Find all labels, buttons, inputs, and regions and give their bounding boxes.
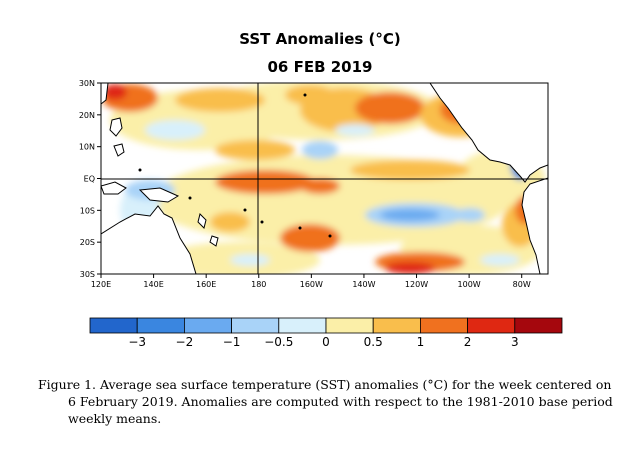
island-dot: [138, 168, 142, 172]
anomaly-region: [145, 120, 205, 140]
island-land: [197, 213, 207, 229]
colorbar-tick-label: 0.5: [364, 335, 383, 349]
colorbar-tick-label: −0.5: [264, 335, 293, 349]
anomaly-region: [175, 88, 265, 112]
island-dot: [243, 208, 247, 212]
lon-tick-label: 140W: [352, 280, 375, 289]
figure-caption: Figure 1. Average sea surface temperatur…: [38, 376, 618, 427]
lon-tick-label: 160W: [300, 280, 323, 289]
island-dot: [188, 196, 192, 200]
island-land: [113, 143, 125, 157]
colorbar-swatch: [325, 317, 374, 334]
new-guinea-land: [138, 187, 180, 203]
anomaly-region: [480, 254, 520, 266]
colorbar-tick-label: 1: [417, 335, 425, 349]
anomaly-region: [355, 92, 425, 124]
lat-tick-label: 30S: [80, 270, 95, 279]
island-dot: [303, 93, 307, 97]
colorbar-swatch: [514, 317, 563, 334]
island-land: [209, 235, 219, 247]
longitude-axis: 120E 140E 160E 180 160W 140W 120W 100W 80W: [91, 274, 531, 289]
anomaly-region: [335, 124, 375, 136]
latitude-axis: 30N 20N 10N EQ 10S 20S 30S: [79, 79, 101, 279]
anomaly-region: [455, 208, 485, 222]
caption-text: Figure 1. Average sea surface temperatur…: [38, 377, 613, 426]
colorbar-tick-label: 3: [511, 335, 519, 349]
colorbar-swatch: [372, 317, 421, 334]
anomaly-region: [380, 209, 440, 221]
map-date: 06 FEB 2019: [267, 58, 373, 76]
indonesia-land: [101, 181, 127, 195]
south-america-land: [521, 177, 548, 274]
lat-tick-label: 20S: [80, 238, 95, 247]
colorbar-swatch: [231, 317, 280, 334]
colorbar-swatch: [467, 317, 516, 334]
lat-tick-label: 10S: [80, 206, 95, 215]
colorbar-swatch: [136, 317, 185, 334]
lat-tick-label: 10N: [79, 143, 95, 152]
anomaly-region: [300, 178, 340, 194]
lon-tick-label: 180: [251, 280, 266, 289]
anomaly-region: [350, 160, 470, 180]
colorbar-tick-label: 2: [464, 335, 472, 349]
philippines-land: [109, 117, 123, 137]
colorbar-tick-label: −3: [128, 335, 146, 349]
lat-tick-label: 30N: [79, 79, 95, 88]
colorbar-tick-label: 0: [322, 335, 330, 349]
island-dots: [138, 93, 332, 238]
anomaly-field: [101, 83, 548, 274]
anomaly-region: [385, 262, 435, 274]
anomaly-region: [215, 170, 315, 194]
colorbar-swatch: [419, 317, 468, 334]
island-dot: [328, 234, 332, 238]
lon-tick-label: 140E: [143, 280, 163, 289]
lon-tick-label: 160E: [196, 280, 216, 289]
island-dot: [298, 226, 302, 230]
colorbar-swatch: [89, 317, 138, 334]
island-dot: [260, 220, 264, 224]
asia-land: [101, 83, 109, 105]
lon-tick-label: 120E: [91, 280, 111, 289]
anomaly-region: [285, 85, 335, 105]
colorbar-swatch: [278, 317, 327, 334]
anomaly-region: [280, 224, 340, 252]
colorbar: −3 −2 −1 −0.5 0 0.5 1 2 3: [89, 317, 563, 349]
anomaly-region: [210, 212, 250, 232]
colorbar-tick-label: −2: [176, 335, 194, 349]
lat-tick-label: 20N: [79, 111, 95, 120]
lon-tick-label: 80W: [513, 280, 531, 289]
lon-tick-label: 120W: [405, 280, 428, 289]
anomaly-region: [103, 84, 127, 100]
map-title: SST Anomalies (°C): [239, 30, 401, 48]
lat-tick-label: EQ: [84, 175, 95, 184]
lon-tick-label: 100W: [458, 280, 481, 289]
colorbar-tick-label: −1: [223, 335, 241, 349]
anomaly-region: [302, 141, 338, 159]
americas-land: [429, 83, 548, 183]
australia-land: [101, 205, 197, 274]
anomaly-region: [215, 140, 295, 160]
colorbar-swatch: [183, 317, 232, 334]
anomaly-region: [230, 254, 270, 266]
landmasses: [101, 83, 548, 274]
